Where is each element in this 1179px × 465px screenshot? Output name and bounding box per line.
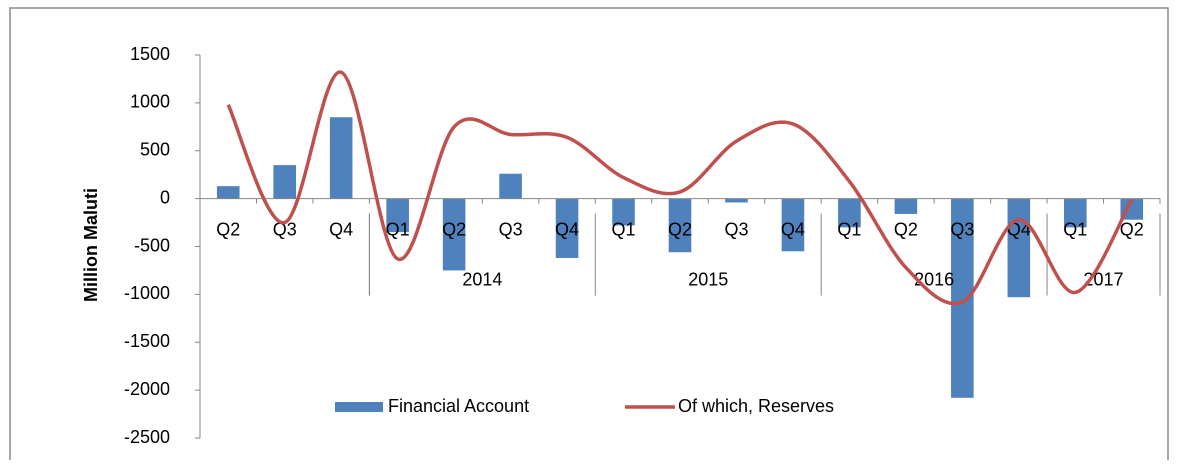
x-tick-label: Q1 xyxy=(1063,219,1087,239)
x-group-label: 2016 xyxy=(914,269,954,289)
bar xyxy=(499,173,522,199)
y-tick-label: 500 xyxy=(140,140,170,160)
x-group-label: 2015 xyxy=(688,269,728,289)
bar xyxy=(668,198,692,253)
bar xyxy=(555,198,579,258)
y-axis-label: Million Maluti xyxy=(81,188,101,302)
legend-label: Of which, Reserves xyxy=(678,396,834,416)
x-tick-label: Q1 xyxy=(386,219,410,239)
y-tick-label: -2500 xyxy=(124,427,170,447)
line xyxy=(226,70,1134,306)
y-tick-label: 1500 xyxy=(130,44,170,64)
x-tick-label: Q4 xyxy=(329,219,353,239)
y-tick-label: -500 xyxy=(134,235,170,255)
bar xyxy=(329,117,353,199)
bar xyxy=(781,198,805,252)
bar xyxy=(725,198,748,203)
bar xyxy=(216,186,240,199)
x-tick-label: Q2 xyxy=(894,219,918,239)
bar xyxy=(894,198,918,214)
bar xyxy=(273,165,296,199)
chart-border xyxy=(9,7,1169,465)
y-tick-label: -2000 xyxy=(124,379,170,399)
y-tick-label: -1500 xyxy=(124,331,170,351)
x-tick-label: Q2 xyxy=(216,219,240,239)
x-tick-label: Q4 xyxy=(555,219,579,239)
y-tick-label: 1000 xyxy=(130,92,170,112)
bar xyxy=(442,198,466,271)
x-group-label: 2014 xyxy=(462,269,502,289)
x-tick-label: Q3 xyxy=(724,219,748,239)
x-tick-label: Q3 xyxy=(950,219,974,239)
legend-label: Financial Account xyxy=(388,396,529,416)
y-tick-label: 0 xyxy=(160,187,170,207)
x-tick-label: Q1 xyxy=(837,219,861,239)
x-tick-label: Q3 xyxy=(273,219,297,239)
bar xyxy=(1064,198,1087,228)
bar xyxy=(1007,198,1031,298)
x-tick-label: Q2 xyxy=(442,219,466,239)
y-tick-label: -1000 xyxy=(124,283,170,303)
legend-swatch xyxy=(335,402,383,412)
bar xyxy=(951,198,974,398)
x-tick-label: Q2 xyxy=(1120,219,1144,239)
x-tick-label: Q2 xyxy=(668,219,692,239)
x-tick-label: Q3 xyxy=(499,219,523,239)
bar xyxy=(386,198,409,233)
x-tick-label: Q4 xyxy=(781,219,805,239)
x-tick-label: Q1 xyxy=(612,219,636,239)
bar xyxy=(838,198,861,228)
bar xyxy=(612,198,635,226)
